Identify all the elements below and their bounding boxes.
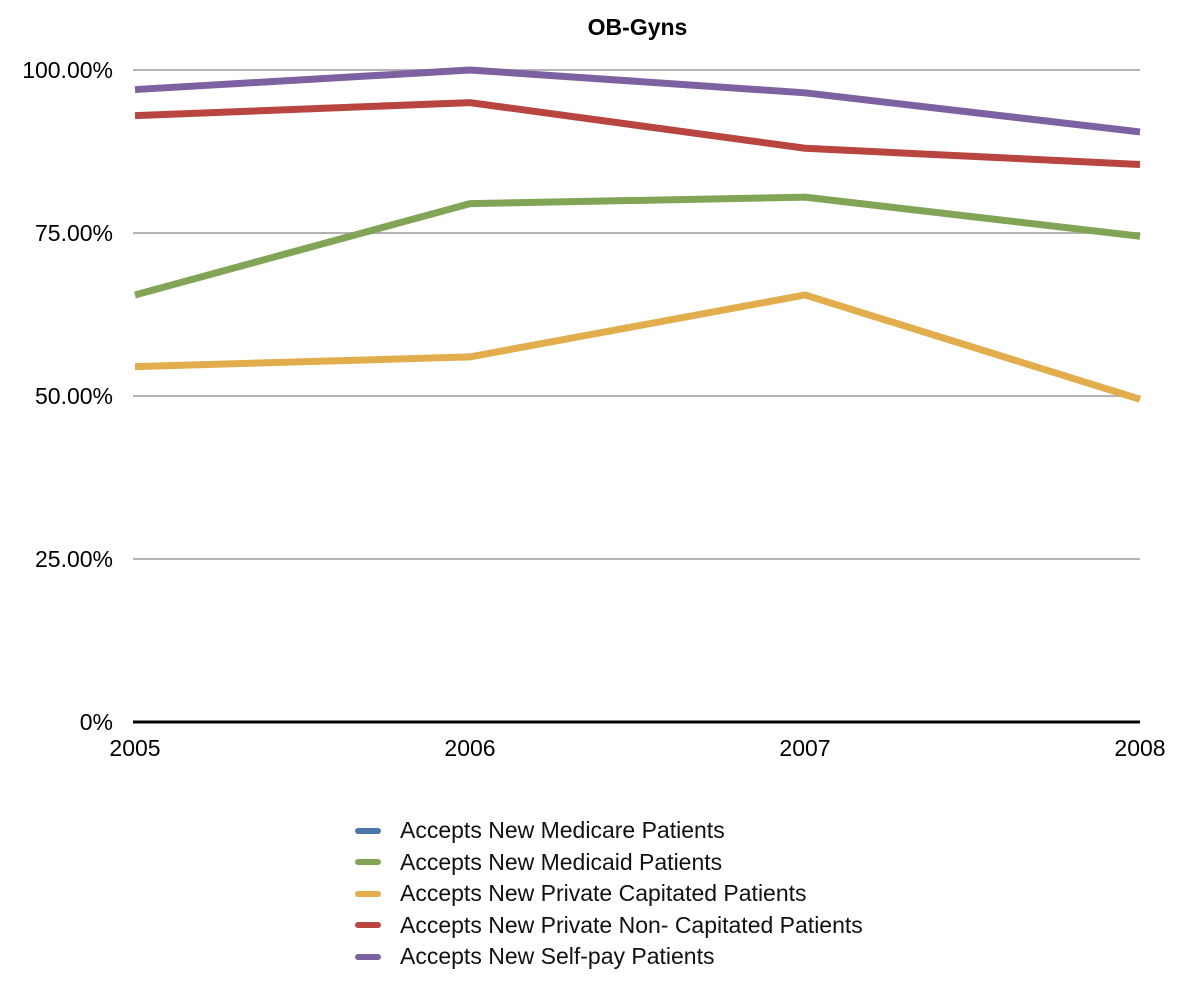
legend-swatch-icon — [355, 827, 381, 834]
y-axis-tick-label: 25.00% — [35, 546, 113, 572]
legend-swatch-icon — [355, 922, 381, 929]
legend-label: Accepts New Private Capitated Patients — [400, 880, 807, 907]
x-axis-tick-label: 2007 — [779, 735, 830, 761]
legend-label: Accepts New Medicare Patients — [400, 817, 725, 844]
y-axis-tick-label: 0% — [80, 709, 113, 735]
legend-swatch-icon — [355, 890, 381, 897]
legend-item: Accepts New Medicaid Patients — [355, 847, 863, 879]
series-line-3 — [134, 99, 1141, 169]
legend-item: Accepts New Self-pay Patients — [355, 941, 863, 973]
legend-item: Accepts New Private Non- Capitated Patie… — [355, 910, 863, 942]
series-line-1 — [134, 193, 1141, 299]
y-axis-tick-label: 50.00% — [35, 383, 113, 409]
series-line-2 — [134, 291, 1142, 403]
legend: Accepts New Medicare Patients Accepts New… — [355, 815, 863, 973]
series-line-4 — [134, 66, 1141, 136]
x-axis-tick-label: 2008 — [1114, 735, 1165, 761]
x-axis-tick-label: 2006 — [444, 735, 495, 761]
legend-label: Accepts New Self-pay Patients — [400, 943, 715, 970]
line-chart-canvas: 100.00% 75.00% 50.00% 25.00% 0%2005 2006 2007 2… — [22, 57, 1165, 761]
chart-title: OB-Gyns — [587, 14, 688, 40]
legend-swatch-icon — [355, 859, 381, 866]
legend-item: Accepts New Medicare Patients — [355, 815, 863, 847]
legend-label: Accepts New Private Non- Capitated Patie… — [400, 911, 863, 938]
legend-item: Accepts New Private Capitated Patients — [355, 878, 863, 910]
y-axis-tick-label: 100.00% — [22, 57, 113, 83]
x-axis-tick-label: 2005 — [109, 735, 160, 761]
legend-label: Accepts New Medicaid Patients — [400, 848, 723, 875]
legend-swatch-icon — [355, 953, 381, 960]
y-axis-tick-label: 75.00% — [35, 220, 113, 246]
